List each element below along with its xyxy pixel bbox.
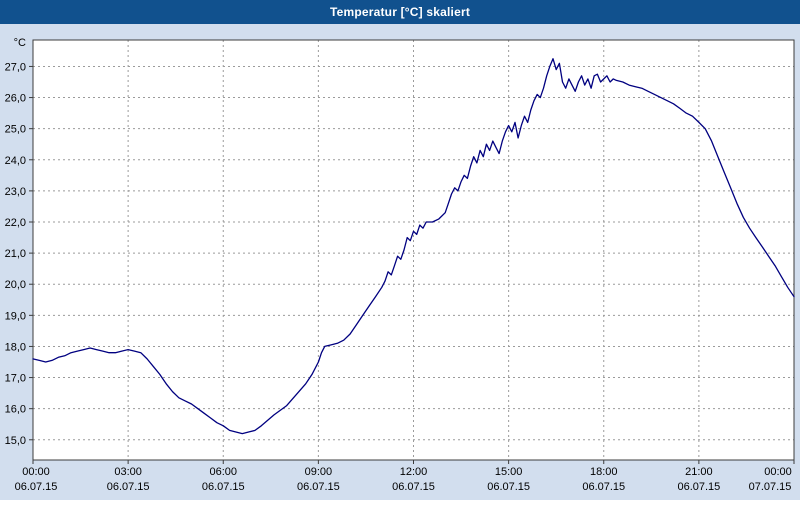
svg-text:26,0: 26,0 [5,93,26,105]
svg-text:°C: °C [14,37,26,49]
svg-text:06.07.15: 06.07.15 [297,481,340,493]
svg-text:22,0: 22,0 [5,217,26,229]
svg-text:09:00: 09:00 [305,466,333,478]
svg-text:06.07.15: 06.07.15 [487,481,530,493]
svg-text:06.07.15: 06.07.15 [202,481,245,493]
svg-text:23,0: 23,0 [5,186,26,198]
window-title: Temperatur [°C] skaliert [329,5,471,19]
svg-text:16,0: 16,0 [5,404,26,416]
svg-text:21,0: 21,0 [5,248,26,260]
svg-text:06.07.15: 06.07.15 [107,481,150,493]
svg-text:06.07.15: 06.07.15 [392,481,435,493]
svg-text:19,0: 19,0 [5,310,26,322]
svg-text:06.07.15: 06.07.15 [582,481,625,493]
svg-text:15,0: 15,0 [5,435,26,447]
svg-text:20,0: 20,0 [5,279,26,291]
svg-text:21:00: 21:00 [685,466,713,478]
svg-text:06.07.15: 06.07.15 [677,481,720,493]
svg-text:06.07.15: 06.07.15 [15,481,58,493]
svg-text:18,0: 18,0 [5,341,26,353]
chart-area: 27,0 26,0 25,0 24,0 23,0 22,0 21,0 20,0 19,0 18,0… [0,24,800,500]
svg-text:27,0: 27,0 [5,61,26,73]
svg-text:06:00: 06:00 [209,466,237,478]
chart-svg: 27,0 26,0 25,0 24,0 23,0 22,0 21,0 20,0 19,0 18,0… [5,37,795,493]
svg-text:18:00: 18:00 [590,466,618,478]
svg-text:07.07.15: 07.07.15 [749,481,792,493]
svg-text:00:00: 00:00 [764,466,792,478]
title-bar: Temperatur [°C] skaliert [0,0,800,24]
svg-text:12:00: 12:00 [400,466,428,478]
svg-text:03:00: 03:00 [114,466,142,478]
svg-text:25,0: 25,0 [5,124,26,136]
svg-text:00:00: 00:00 [22,466,50,478]
svg-text:24,0: 24,0 [5,155,26,167]
svg-text:17,0: 17,0 [5,373,26,385]
svg-text:15:00: 15:00 [495,466,523,478]
